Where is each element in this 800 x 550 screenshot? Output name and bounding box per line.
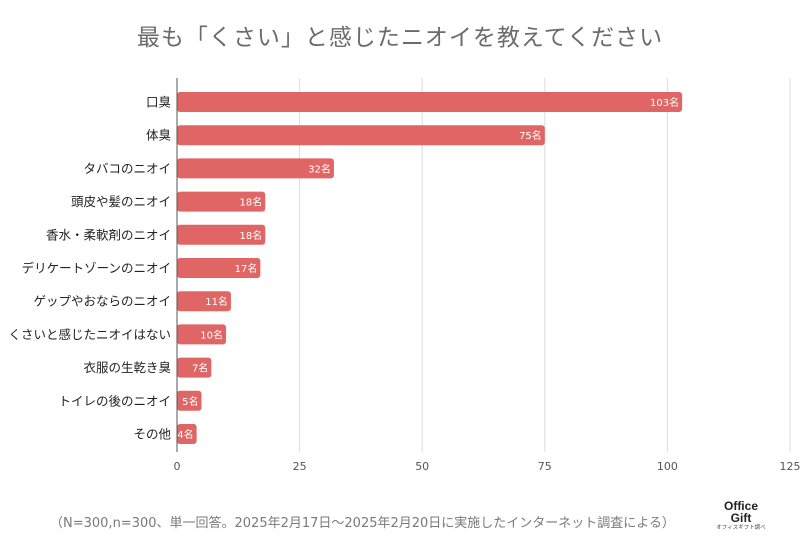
category-label: デリケートゾーンのニオイ xyxy=(22,261,171,276)
bar-value-label: 11名 xyxy=(205,295,228,308)
bar xyxy=(177,357,212,378)
bar-value-label: 18名 xyxy=(240,196,263,209)
category-labels: 口臭体臭タバコのニオイ頭皮や髪のニオイ香水・柔軟剤のニオイデリケートゾーンのニオ… xyxy=(8,95,171,442)
footnote: （N=300,n=300、単一回答。2025年2月17日〜2025年2月20日に… xyxy=(50,516,675,531)
category-label: 頭皮や髪のニオイ xyxy=(71,194,171,209)
bar xyxy=(177,258,261,278)
bar xyxy=(177,191,266,212)
x-tick-label: 50 xyxy=(415,460,429,473)
category-label: 衣服の生乾き臭 xyxy=(83,360,171,375)
bar xyxy=(177,324,227,345)
bar xyxy=(177,224,266,245)
chart-title: 最も「くさい」と感じたニオイを教えてください xyxy=(136,25,664,51)
bar xyxy=(177,291,231,312)
bar xyxy=(177,424,197,444)
category-label: タバコのニオイ xyxy=(83,161,171,176)
bar-value-label: 17名 xyxy=(235,262,258,275)
bar-value-label: 7名 xyxy=(192,362,208,375)
category-label: 香水・柔軟剤のニオイ xyxy=(46,227,171,242)
logo-subtitle: オフィスギフト調べ xyxy=(716,525,766,531)
bar-value-label: 10名 xyxy=(200,328,223,341)
bar xyxy=(177,158,334,179)
x-tick-label: 125 xyxy=(780,460,800,473)
bar xyxy=(177,390,202,411)
category-label: その他 xyxy=(133,427,171,442)
category-label: 口臭 xyxy=(146,95,171,110)
bar-value-label: 5名 xyxy=(182,395,198,408)
x-tick-label: 25 xyxy=(293,460,307,473)
bar-value-label: 18名 xyxy=(240,229,263,242)
logo-line-2: Gift xyxy=(730,511,752,525)
bars: 103名 75名 32名 18名 18名 17名 11名 10名 7名 5名 4名 xyxy=(177,92,683,444)
bar xyxy=(177,125,545,146)
logo-line-1: Office xyxy=(723,499,758,513)
x-axis-ticks: 0 25 50 75 100 125 xyxy=(174,460,800,473)
x-tick-label: 100 xyxy=(657,460,678,473)
x-tick-label: 75 xyxy=(538,460,552,473)
bar xyxy=(177,92,683,112)
bar-value-label: 75名 xyxy=(519,129,542,142)
x-tick-label: 0 xyxy=(174,460,181,473)
category-label: トイレの後のニオイ xyxy=(58,393,171,408)
bar-value-label: 4名 xyxy=(177,428,193,441)
category-label: くさいと感じたニオイはない xyxy=(8,327,171,342)
category-label: 体臭 xyxy=(146,128,171,143)
category-label: ゲップやおならのニオイ xyxy=(33,294,171,309)
brand-logo: Office Gift オフィスギフト調べ xyxy=(706,500,776,532)
bar-value-label: 103名 xyxy=(650,96,679,109)
bar-value-label: 32名 xyxy=(308,162,331,175)
